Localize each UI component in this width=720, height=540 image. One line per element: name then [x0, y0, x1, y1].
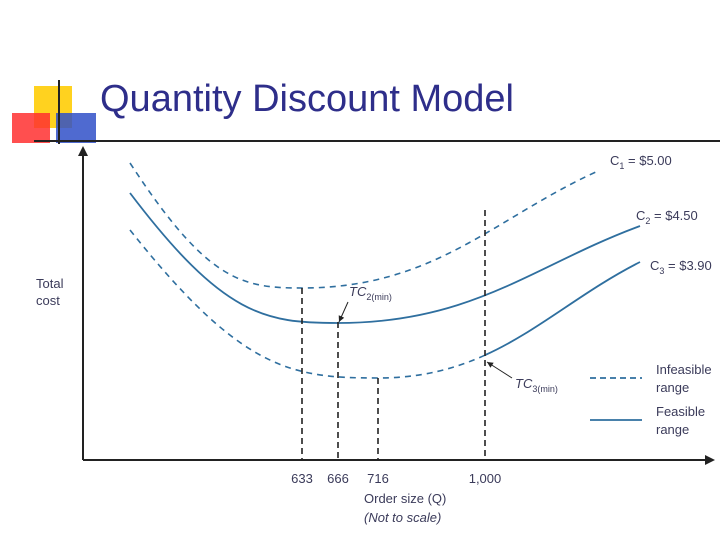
curve-c3-infeasible: [129, 229, 641, 379]
chart-axes: [78, 146, 715, 465]
decor-horizontal-line: [34, 140, 720, 142]
chart-texts: 633 666 716 1,000 Total cost Order size (Q) (No…: [36, 153, 712, 525]
curve-c1: [129, 162, 599, 289]
curve-c3-feasible: [485, 261, 641, 357]
decor-square-blue: [56, 113, 96, 143]
y-axis-label-line: cost: [36, 293, 60, 308]
x-tick-label: 633: [291, 471, 313, 486]
annotation-tc3-min: TC3(min): [515, 376, 558, 394]
annotation-arrowhead: [338, 315, 345, 322]
annotation-arrowhead: [487, 362, 494, 368]
legend-label: Infeasible: [656, 362, 712, 377]
chart-curves: [129, 162, 641, 379]
decor-square-red: [12, 113, 50, 143]
series-label-c1: C1 = $5.00: [610, 153, 672, 171]
x-axis-note: (Not to scale): [364, 510, 441, 525]
legend-label: range: [656, 380, 689, 395]
legend-label: Feasible: [656, 404, 705, 419]
chart-guides: [301, 210, 486, 460]
x-axis-arrow: [705, 455, 715, 465]
series-label-c2: C2 = $4.50: [636, 208, 698, 226]
decor-vertical-line: [58, 80, 60, 144]
x-tick-label: 716: [367, 471, 389, 486]
x-axis-label: Order size (Q): [364, 491, 446, 506]
x-tick-label: 666: [327, 471, 349, 486]
page-title: Quantity Discount Model: [100, 78, 514, 120]
x-tick-label: 1,000: [469, 471, 502, 486]
legend-label: range: [656, 422, 689, 437]
annotation-tc2-min: TC2(min): [349, 284, 392, 302]
series-label-c3: C3 = $3.90: [650, 258, 712, 276]
y-axis-arrow: [78, 146, 88, 156]
y-axis-label-line: Total: [36, 276, 64, 291]
